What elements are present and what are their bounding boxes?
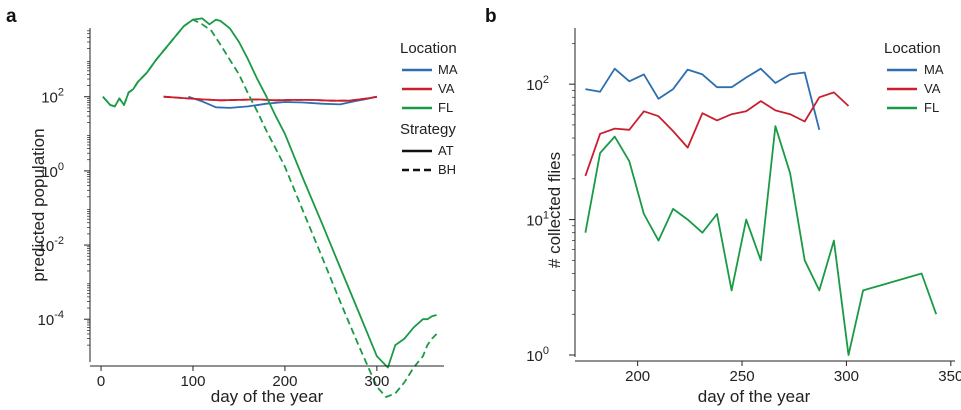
legend-title-location: Location [400, 40, 457, 57]
panel-a-axes: 102 100 10-2 10-4 0 100 200 300 [38, 28, 444, 390]
legend-label-va: VA [924, 81, 941, 96]
panel-a-legend: Location MA VA FL Strategy AT BH [400, 40, 458, 177]
legend-label-bh: BH [438, 162, 456, 177]
x-tick-label: 200 [625, 368, 650, 385]
x-tick-label: 350 [938, 368, 961, 385]
panel-b-series [584, 67, 938, 356]
panel-a-series [102, 17, 438, 398]
series-line-fl-bh [102, 18, 438, 398]
y-tick-label: 10-2 [38, 235, 64, 255]
panel-b-y-axis-label: # collected flies [545, 152, 564, 268]
x-tick-label: 100 [180, 373, 205, 390]
panel-a-x-axis-label: day of the year [211, 387, 324, 406]
panel-a: a 102 100 10-2 10-4 0 100 200 300 day of the ye… [6, 6, 458, 406]
series-line-ma-at [188, 95, 378, 109]
y-tick-label: 102 [526, 74, 549, 94]
y-tick-label: 101 [526, 210, 549, 230]
legend-label-fl: FL [438, 100, 453, 115]
y-tick-label: 10-4 [38, 309, 64, 329]
y-tick-label: 100 [41, 161, 64, 181]
series-line-fl-at [102, 17, 437, 369]
panel-b-legend: Location MA VA FL [884, 40, 944, 115]
legend-title-strategy: Strategy [400, 121, 456, 138]
legend-label-ma: MA [438, 62, 458, 77]
panel-b-x-axis-label: day of the year [698, 387, 811, 406]
x-tick-label: 300 [364, 373, 389, 390]
panel-b-axes: 102 101 100 200 250 300 350 [526, 28, 961, 385]
legend-label-at: AT [438, 143, 454, 158]
series-line-va-bh [163, 95, 378, 102]
legend-label-fl: FL [924, 100, 939, 115]
y-tick-label: 100 [526, 345, 549, 365]
series-line-va [584, 91, 850, 177]
x-tick-label: 250 [730, 368, 755, 385]
legend-title-location: Location [884, 40, 941, 57]
x-tick-label: 200 [272, 373, 297, 390]
x-tick-label: 0 [97, 373, 105, 390]
series-line-fl [584, 125, 938, 356]
panel-a-letter: a [6, 6, 17, 27]
panel-a-y-axis-label: predicted population [29, 128, 48, 281]
legend-label-va: VA [438, 81, 455, 96]
x-tick-label: 300 [834, 368, 859, 385]
panel-b-letter: b [485, 6, 497, 27]
y-tick-label: 102 [41, 87, 64, 107]
legend-label-ma: MA [924, 62, 944, 77]
series-line-ma [585, 67, 821, 131]
